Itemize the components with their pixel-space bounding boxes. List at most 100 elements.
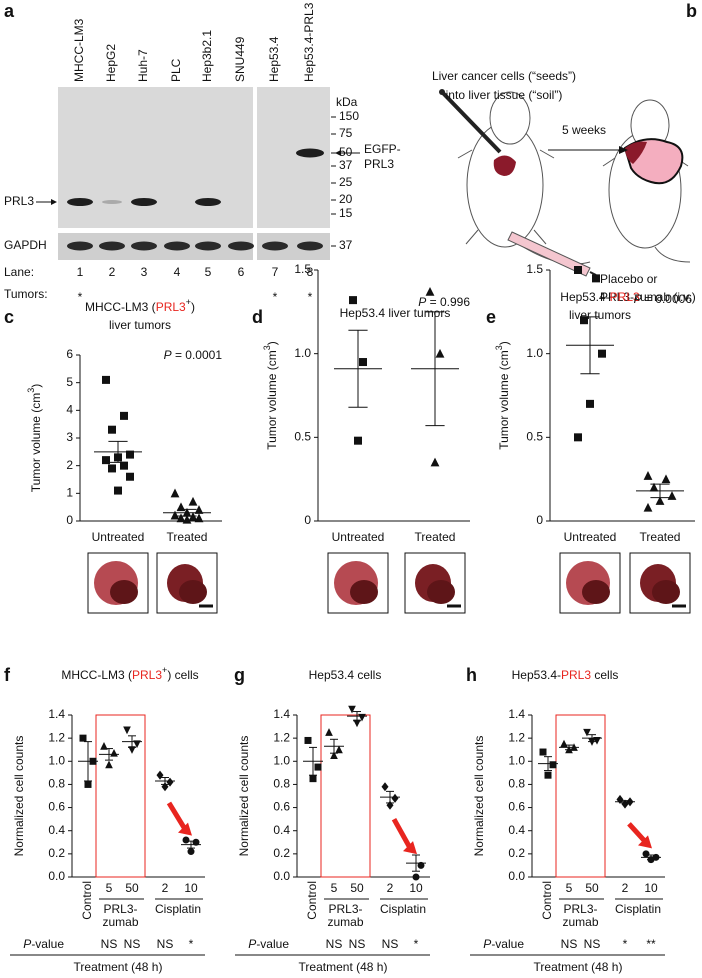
x-tick-label: Control	[540, 881, 554, 920]
prl3-band	[195, 198, 221, 206]
p-value: NS	[326, 937, 343, 951]
band-label: EGFP-	[364, 142, 401, 156]
band-label: PRL3	[4, 194, 34, 208]
arrow-head	[51, 199, 57, 205]
p-value-annotation-part: = 0.996	[426, 295, 470, 309]
liver-photo	[582, 580, 610, 604]
point	[166, 777, 174, 787]
row-label: Tumors:	[4, 287, 48, 301]
chart-title-part: PRL3	[561, 668, 591, 682]
point	[182, 514, 192, 524]
point	[616, 794, 624, 805]
point	[359, 358, 367, 367]
chart-title-part: MHCC-LM3 (	[61, 668, 132, 682]
p-value-annotation: P = 0.0006	[634, 292, 693, 306]
gapdh-band	[131, 241, 157, 251]
trend-arrow-head	[178, 822, 192, 836]
liver-photo	[110, 580, 138, 604]
diagram-text: into liver tissue (“soil”)	[446, 88, 563, 102]
chart-title-part: )	[191, 300, 195, 314]
y-axis-label-part: 3	[26, 388, 36, 393]
y-tick-label: 0.2	[508, 846, 525, 860]
group-label: PRL3-	[563, 902, 597, 916]
y-tick-label: 1.4	[508, 707, 525, 721]
y-axis-label: Tumor volume (cm3)	[262, 341, 279, 450]
liver-photo	[350, 580, 378, 604]
x-tick-label: 5	[331, 881, 338, 895]
trend-arrow	[391, 817, 412, 848]
x-tick-label: 5	[106, 881, 113, 895]
y-axis-label: Normalized cell counts	[237, 736, 251, 857]
point	[435, 348, 445, 358]
y-tick-label: 0	[536, 513, 543, 527]
point	[187, 848, 195, 856]
point	[102, 375, 110, 384]
point	[123, 726, 131, 735]
point	[170, 488, 180, 498]
point	[325, 728, 333, 736]
y-tick-label: 0.0	[508, 869, 525, 883]
p-value: NS	[124, 937, 141, 951]
chart-title-part: Hep53.4-	[512, 668, 561, 682]
y-axis-label: Normalized cell counts	[472, 736, 486, 857]
p-value-annotation-part: = 0.0001	[172, 348, 223, 362]
gapdh-band	[297, 241, 323, 251]
marker-label: 37	[339, 158, 353, 172]
point	[176, 513, 186, 523]
y-tick-label: 1.5	[294, 262, 311, 276]
y-axis-label: Tumor volume (cm3)	[494, 341, 511, 450]
gapdh-band	[99, 241, 125, 251]
p-value: NS	[101, 937, 118, 951]
p-value: NS	[584, 937, 601, 951]
chart-title-part: liver tumors	[109, 318, 171, 332]
chart-title-part: PRL3	[610, 290, 640, 304]
chart-title-part: Hep53.4-	[560, 290, 609, 304]
y-tick-label: 0	[66, 513, 73, 527]
group-label: zumab	[562, 915, 598, 929]
p-value-annotation-part: = 0.0006	[642, 292, 693, 306]
prl3-band	[67, 198, 93, 206]
highlight-box	[95, 714, 146, 878]
p-value-label-part: -value	[31, 937, 64, 951]
y-tick-label: 0.6	[508, 800, 525, 814]
y-tick-label: 0.4	[273, 823, 290, 837]
group-label: zumab	[102, 915, 138, 929]
chart-title-part: PRL3	[132, 668, 162, 682]
chart-title: liver tumors	[569, 308, 631, 322]
gapdh-band	[195, 241, 221, 251]
point	[592, 274, 600, 283]
point	[128, 746, 136, 754]
gapdh-band	[228, 241, 254, 251]
marker-label: 37	[339, 238, 353, 252]
y-tick-label: 1.0	[526, 346, 543, 360]
point	[667, 491, 677, 500]
panel-label: b	[686, 1, 697, 21]
x-tick-label: 50	[350, 881, 364, 895]
y-axis-label-part: Tumor volume (cm	[29, 393, 43, 493]
panel-label: f	[4, 665, 11, 685]
y-tick-label: 1.0	[48, 753, 65, 767]
point	[353, 719, 361, 728]
y-tick-label: 6	[66, 347, 73, 361]
p-value-label-part: -value	[256, 937, 289, 951]
point	[391, 793, 399, 803]
syringe-iv	[507, 231, 591, 277]
point	[105, 760, 113, 769]
chart-title-part: PRL3	[156, 300, 186, 314]
arrow-head	[335, 150, 341, 156]
gapdh-band	[262, 241, 288, 251]
x-tick-label: Treated	[415, 530, 456, 544]
p-value-annotation: P = 0.0001	[164, 348, 223, 362]
lane-name: Huh-7	[136, 49, 150, 82]
lane-number: 6	[238, 265, 245, 279]
x-tick-label: 10	[644, 881, 658, 895]
point	[586, 399, 594, 408]
group-label: Cisplatin	[380, 902, 426, 916]
point	[348, 705, 356, 714]
liver-photo	[427, 580, 455, 604]
p-value: NS	[382, 937, 399, 951]
point	[354, 436, 362, 445]
blot-gel	[257, 87, 330, 228]
point	[330, 751, 338, 759]
panel-label: d	[252, 307, 263, 327]
